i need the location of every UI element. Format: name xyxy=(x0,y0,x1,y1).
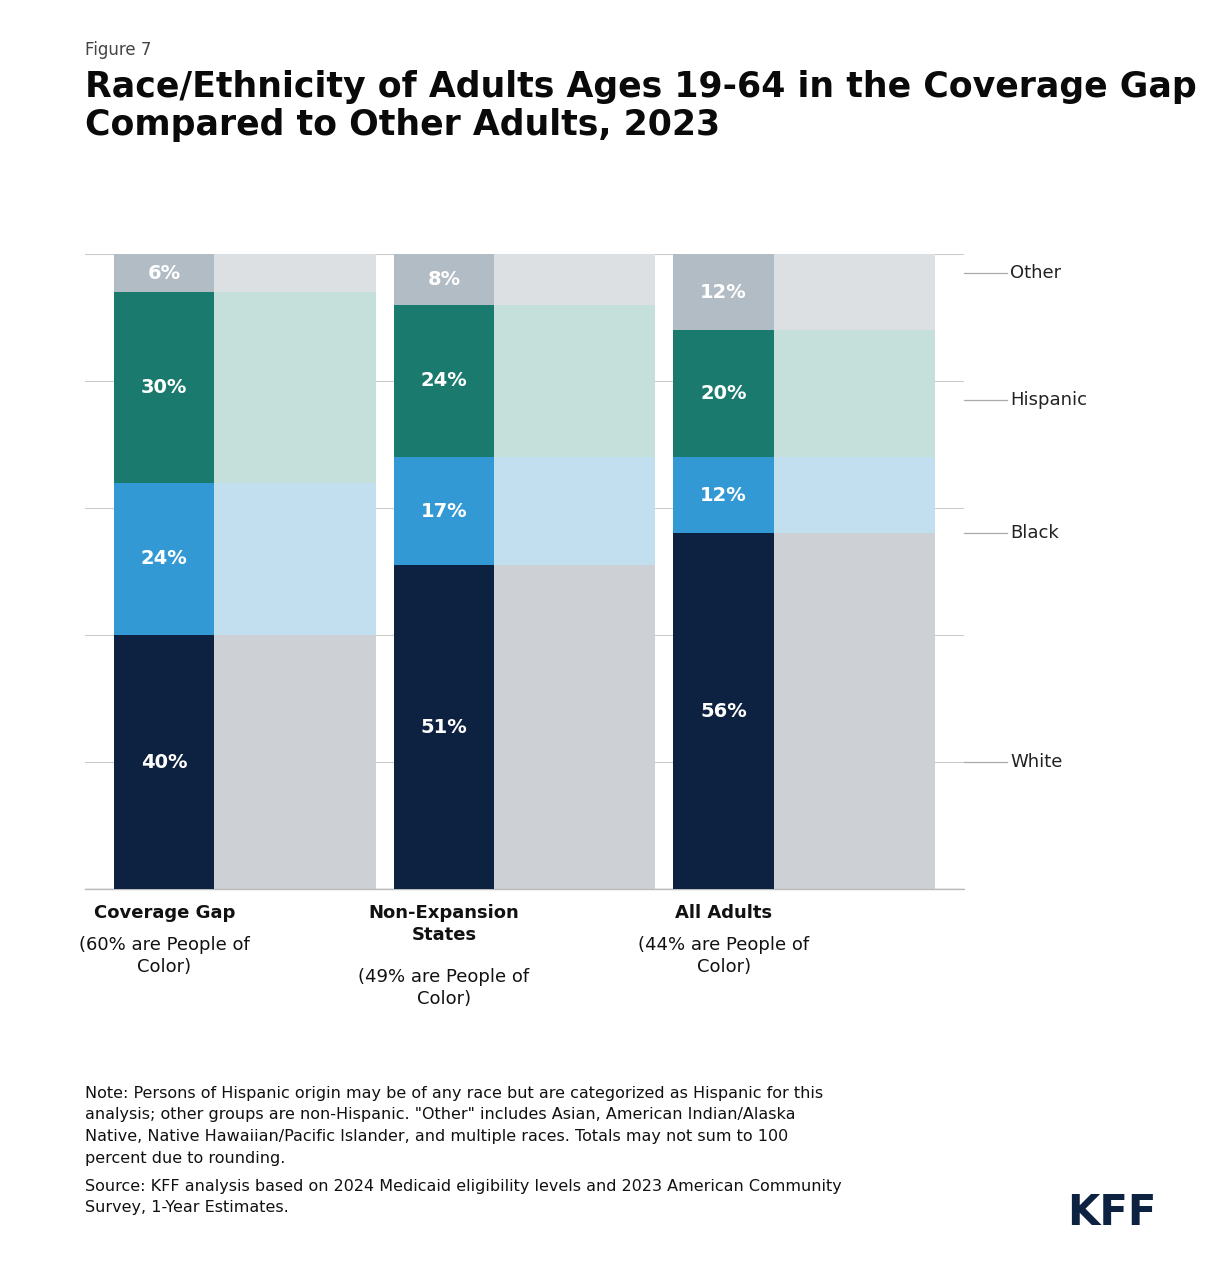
Text: 40%: 40% xyxy=(142,753,188,771)
Text: Note: Persons of Hispanic origin may be of any race but are categorized as Hispa: Note: Persons of Hispanic origin may be … xyxy=(85,1086,824,1166)
Bar xyxy=(476,565,655,889)
Bar xyxy=(115,292,215,483)
Text: (44% are People of
Color): (44% are People of Color) xyxy=(638,936,809,977)
Bar xyxy=(756,254,935,330)
Bar xyxy=(476,457,655,565)
Bar xyxy=(196,254,376,292)
Text: Non-Expansion
States: Non-Expansion States xyxy=(368,904,520,945)
Text: Race/Ethnicity of Adults Ages 19-64 in the Coverage Gap
Compared to Other Adults: Race/Ethnicity of Adults Ages 19-64 in t… xyxy=(85,70,1197,142)
Text: 24%: 24% xyxy=(421,372,467,390)
Text: Hispanic: Hispanic xyxy=(1010,391,1087,409)
Text: KFF: KFF xyxy=(1068,1193,1157,1234)
Bar xyxy=(115,254,215,292)
Text: 12%: 12% xyxy=(700,283,747,301)
Bar xyxy=(394,254,494,305)
Bar xyxy=(394,457,494,565)
Text: 8%: 8% xyxy=(427,271,460,288)
Text: 51%: 51% xyxy=(421,718,467,737)
Text: White: White xyxy=(1010,753,1063,771)
Text: All Adults: All Adults xyxy=(675,904,772,922)
Bar xyxy=(673,254,773,330)
Bar xyxy=(756,330,935,457)
Text: 17%: 17% xyxy=(421,502,467,521)
Bar xyxy=(756,457,935,533)
Bar xyxy=(673,330,773,457)
Bar xyxy=(673,457,773,533)
Text: Other: Other xyxy=(1010,264,1061,282)
Bar xyxy=(394,565,494,889)
Text: 56%: 56% xyxy=(700,702,747,720)
Text: Coverage Gap: Coverage Gap xyxy=(94,904,235,922)
Bar xyxy=(196,292,376,483)
Bar xyxy=(115,635,215,889)
Bar xyxy=(115,483,215,635)
Bar xyxy=(394,305,494,457)
Text: 12%: 12% xyxy=(700,486,747,504)
Text: (60% are People of
Color): (60% are People of Color) xyxy=(79,936,250,977)
Bar xyxy=(476,305,655,457)
Text: 24%: 24% xyxy=(140,550,188,568)
Bar xyxy=(196,635,376,889)
Text: (49% are People of
Color): (49% are People of Color) xyxy=(359,968,529,1008)
Bar xyxy=(196,483,376,635)
Text: 6%: 6% xyxy=(148,264,181,282)
Text: Source: KFF analysis based on 2024 Medicaid eligibility levels and 2023 American: Source: KFF analysis based on 2024 Medic… xyxy=(85,1179,842,1215)
Text: 20%: 20% xyxy=(700,385,747,403)
Text: 30%: 30% xyxy=(142,378,188,396)
Bar xyxy=(756,533,935,889)
Bar xyxy=(673,533,773,889)
Text: Black: Black xyxy=(1010,525,1059,542)
Bar xyxy=(476,254,655,305)
Text: Figure 7: Figure 7 xyxy=(85,41,151,58)
